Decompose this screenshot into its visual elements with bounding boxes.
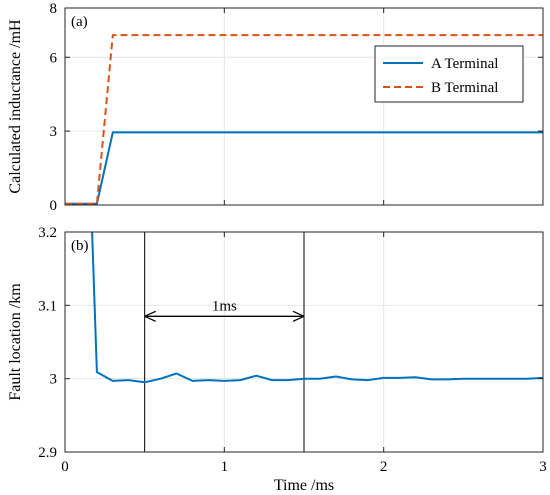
legend-box: [374, 45, 524, 103]
panel-tag: (a): [71, 14, 88, 30]
y-axis-label: Fault location /km: [7, 283, 24, 401]
series-line-b-terminal: [65, 34, 543, 205]
y-axis-label: Calculated inductance /mH: [7, 19, 24, 194]
annotation-label: 1ms: [212, 298, 237, 314]
y-tick-label: 0: [50, 198, 58, 214]
x-tick-label: 3: [539, 459, 547, 475]
legend-label: A Terminal: [431, 56, 498, 72]
axes-frame: [64, 7, 544, 206]
x-axis-label: Time /ms: [274, 477, 334, 494]
y-tick-label: 8: [50, 1, 58, 17]
panel-b-fault-location: 1ms 0 1 2 3 2.9 3 3.1 3.2 (b) Fault location /km Ti…: [7, 225, 547, 494]
x-tick-label: 1: [221, 459, 229, 475]
legend-label: B Terminal: [431, 80, 498, 96]
annotation-arrowhead-left: [144, 310, 156, 322]
panel-tag: (b): [71, 238, 89, 254]
panel-a-inductance: 0 3 6 8 (a) Calculated inductance /mH A Termin…: [7, 1, 544, 214]
y-tick-label: 6: [50, 50, 58, 66]
legend: A Terminal B Terminal: [374, 45, 524, 103]
plot-area: [65, 8, 543, 205]
y-tick-label: 2.9: [38, 445, 57, 461]
series-line-0: [91, 231, 544, 384]
annotation-arrowhead-right: [292, 310, 305, 322]
y-tick-label: 3.2: [38, 225, 57, 241]
x-tick-label: 2: [380, 459, 388, 475]
x-tick-label: 0: [61, 459, 69, 475]
y-tick-label: 3: [50, 124, 58, 140]
axes-frame: [64, 231, 544, 453]
y-tick-label: 3.1: [38, 298, 57, 314]
y-tick-label: 3: [50, 372, 58, 388]
